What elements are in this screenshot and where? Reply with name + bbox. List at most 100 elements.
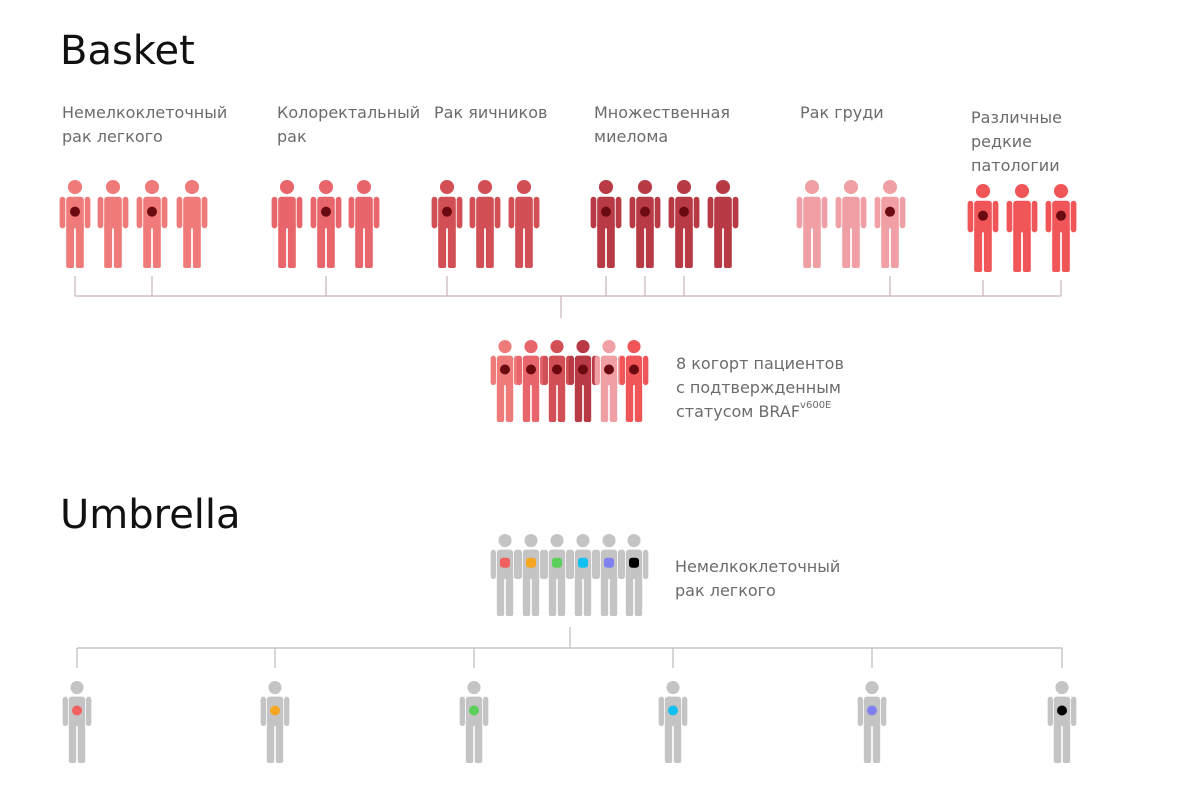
umbrella-connectors [76, 627, 1063, 668]
leg [505, 380, 514, 422]
arm [682, 696, 688, 727]
marker [867, 705, 877, 716]
person-icon [310, 180, 342, 268]
marker [578, 557, 588, 568]
head [676, 180, 692, 195]
leg [872, 721, 881, 763]
arm [568, 549, 574, 580]
arm [594, 355, 600, 386]
leg [574, 574, 583, 616]
arm [284, 696, 290, 727]
leg [974, 227, 983, 272]
leg [355, 223, 364, 268]
leg [183, 223, 192, 268]
umbrella-title: Umbrella [60, 492, 241, 538]
leg [675, 223, 684, 268]
arm [629, 196, 636, 229]
arm [1047, 696, 1053, 727]
head [279, 180, 295, 195]
person-icon [136, 180, 168, 268]
leg [609, 574, 618, 616]
arm [967, 200, 974, 233]
leg [68, 721, 77, 763]
arm [874, 196, 881, 229]
arm [373, 196, 380, 229]
arm [658, 696, 664, 727]
head [1014, 184, 1030, 199]
basket-connectors [74, 276, 1062, 318]
leg [1022, 227, 1031, 272]
arm [494, 196, 501, 229]
torso [183, 196, 201, 229]
arm [335, 196, 342, 229]
head [1053, 184, 1069, 199]
torso [842, 196, 860, 229]
head [602, 340, 616, 354]
arm [796, 196, 803, 229]
summary-label: с подтвержденным [676, 378, 841, 397]
leg [812, 223, 821, 268]
arm [881, 696, 887, 727]
person-icon [835, 180, 867, 268]
arm [59, 196, 66, 229]
leg [485, 223, 494, 268]
head [598, 180, 614, 195]
marker [578, 364, 588, 375]
head [524, 340, 538, 354]
leg [609, 380, 618, 422]
arm [1071, 696, 1077, 727]
leg [606, 223, 615, 268]
head [1055, 681, 1069, 695]
person-icon [59, 180, 91, 268]
label: патологии [971, 156, 1060, 175]
label: Различные [971, 108, 1062, 127]
torso [355, 196, 373, 229]
person-icon [542, 340, 572, 422]
head [439, 180, 455, 195]
leg [476, 223, 485, 268]
arm [469, 196, 476, 229]
person-icon [516, 340, 546, 422]
leg [557, 574, 566, 616]
leg [113, 223, 122, 268]
arm [594, 549, 600, 580]
leg [77, 721, 86, 763]
head [843, 180, 859, 195]
leg [474, 721, 483, 763]
head [550, 534, 564, 548]
label: рак [277, 127, 307, 146]
person-icon [590, 180, 622, 268]
person-icon [629, 180, 661, 268]
person-icon [271, 180, 303, 268]
label: рак легкого [675, 581, 776, 600]
torso [515, 196, 533, 229]
arm [431, 196, 438, 229]
leg [863, 721, 872, 763]
arm [1070, 200, 1077, 233]
head [516, 180, 532, 195]
arm [568, 355, 574, 386]
person-icon [97, 180, 129, 268]
marker [500, 364, 510, 375]
leg [505, 574, 514, 616]
arm [201, 196, 208, 229]
person-icon [469, 180, 501, 268]
leg [583, 380, 592, 422]
arm [296, 196, 303, 229]
arm [654, 196, 661, 229]
arm [459, 696, 465, 727]
leg [625, 380, 634, 422]
person-icon [490, 534, 520, 616]
head [865, 681, 879, 695]
person-icon [431, 180, 463, 268]
arm [456, 196, 463, 229]
leg [634, 380, 643, 422]
head [268, 681, 282, 695]
torso [104, 196, 122, 229]
leg [600, 574, 609, 616]
leg [531, 380, 540, 422]
arm [483, 696, 489, 727]
arm [732, 196, 739, 229]
leg [1061, 227, 1070, 272]
leg [496, 380, 505, 422]
